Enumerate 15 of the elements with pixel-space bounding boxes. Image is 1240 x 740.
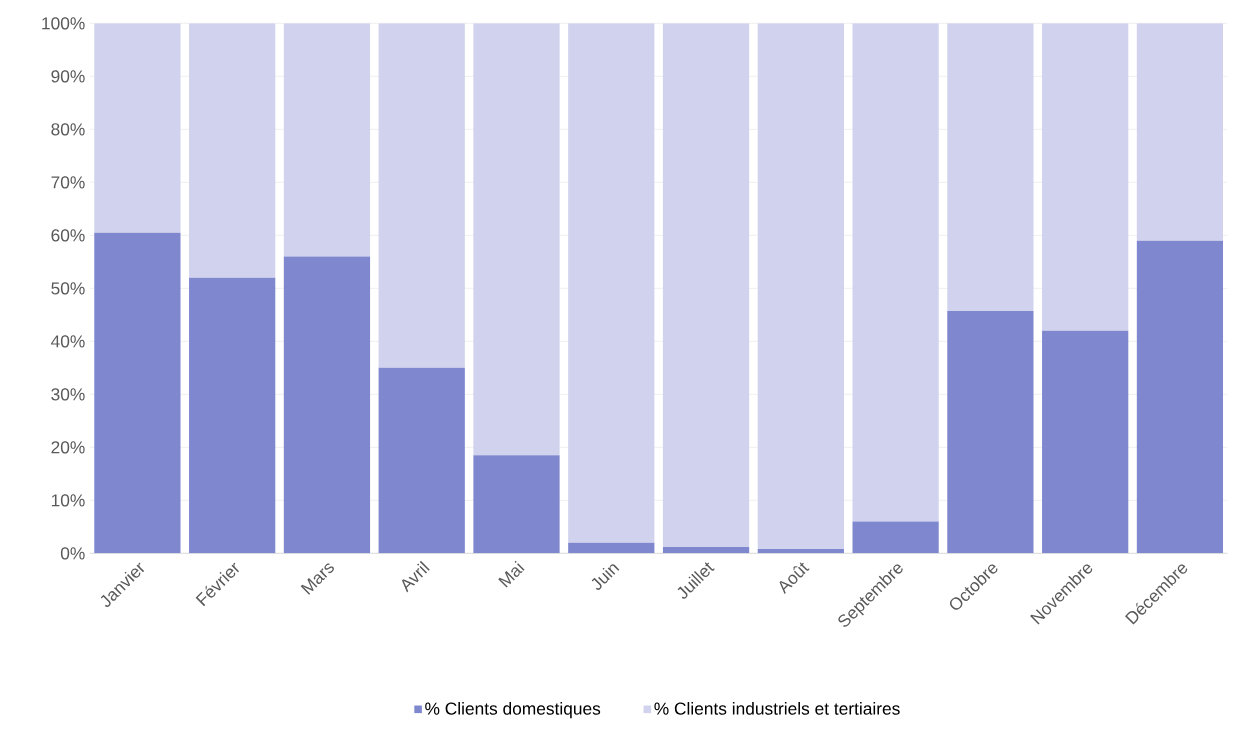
- y-tick-label: 0%: [60, 547, 85, 560]
- y-tick-label: 80%: [51, 123, 85, 136]
- y-tick-label: 90%: [51, 70, 85, 83]
- y-tick-label: 10%: [51, 494, 85, 507]
- y-tick-label: 100%: [42, 17, 85, 30]
- x-tick-label: Juin: [591, 564, 620, 590]
- y-tick-label: 50%: [51, 282, 85, 295]
- legend-label: % Clients industriels et tertiaires: [654, 702, 900, 715]
- y-tick-label: 70%: [51, 176, 85, 189]
- y-tick-label: 30%: [51, 388, 85, 401]
- legend-label: % Clients domestiques: [425, 702, 601, 719]
- y-tick-label: 60%: [51, 229, 85, 242]
- y-tick-label: 20%: [51, 441, 85, 454]
- y-tick-label: 40%: [50, 335, 85, 348]
- x-tick-label: Mai: [498, 560, 525, 588]
